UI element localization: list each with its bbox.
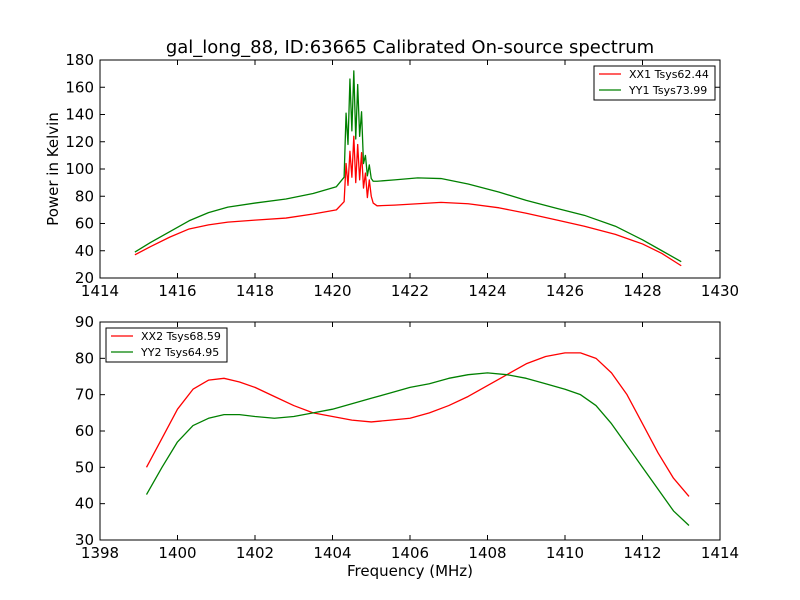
top-x-tick-label: 1414	[81, 282, 119, 300]
top-legend-label-yy1: YY1 Tsys73.99	[628, 84, 707, 97]
top-y-tick-label: 180	[65, 51, 94, 69]
bottom-x-tick-label: 1410	[546, 544, 584, 562]
bottom-series-line-xx2	[145, 352, 690, 497]
top-legend-label-xx1: XX1 Tsys62.44	[629, 68, 709, 81]
top-x-tick-label: 1418	[236, 282, 274, 300]
figure-title: gal_long_88, ID:63665 Calibrated On-sour…	[166, 37, 654, 58]
top-y-tick-label: 160	[65, 78, 94, 96]
top-y-tick-label: 100	[65, 160, 94, 178]
bottom-x-tick-label: 1400	[158, 544, 196, 562]
top-chart-ticks: 1414 1416 1418 1420 1422 1424 1426 1428 1430 20 40…	[65, 51, 739, 300]
top-series-line-yy1	[134, 70, 682, 263]
bottom-legend-label-xx2: XX2 Tsys68.59	[141, 330, 221, 343]
top-x-tick-label: 1422	[391, 282, 429, 300]
bottom-x-tick-label: 1408	[468, 544, 506, 562]
bottom-x-tick-label: 1402	[236, 544, 274, 562]
bottom-chart-x-axis-label: Frequency (MHz)	[347, 562, 473, 580]
bottom-legend-label-yy2: YY2 Tsys64.95	[140, 346, 219, 359]
top-chart-panel: 1414 1416 1418 1420 1422 1424 1426 1428 1430 20 40…	[44, 51, 739, 300]
bottom-y-tick-label: 80	[75, 349, 94, 367]
bottom-y-tick-label: 50	[75, 458, 94, 476]
bottom-y-tick-label: 60	[75, 422, 94, 440]
top-chart-y-axis-label: Power in Kelvin	[44, 112, 62, 226]
bottom-chart-panel: 1398 1400 1402 1404 1406 1408 1410 1412 1414 30 40…	[75, 313, 739, 580]
top-x-tick-label: 1420	[313, 282, 351, 300]
bottom-chart-ticks: 1398 1400 1402 1404 1406 1408 1410 1412 1414 30 40…	[75, 313, 739, 562]
top-y-tick-label: 140	[65, 106, 94, 124]
top-y-tick-label: 20	[75, 269, 94, 287]
top-x-tick-label: 1416	[158, 282, 196, 300]
top-series-line-xx1	[134, 135, 682, 267]
top-chart-series-group	[134, 70, 682, 267]
top-x-tick-label: 1424	[468, 282, 506, 300]
bottom-x-tick-label: 1404	[313, 544, 351, 562]
top-y-tick-label: 120	[65, 133, 94, 151]
top-legend-box	[593, 65, 716, 101]
bottom-x-tick-label: 1412	[623, 544, 661, 562]
top-y-tick-label: 80	[75, 187, 94, 205]
top-y-tick-label: 60	[75, 215, 94, 233]
top-chart-legend: XX1 Tsys62.44 YY1 Tsys73.99	[593, 65, 716, 101]
bottom-y-tick-label: 70	[75, 386, 94, 404]
top-x-tick-label: 1428	[623, 282, 661, 300]
bottom-y-tick-label: 30	[75, 531, 94, 549]
top-x-tick-label: 1426	[546, 282, 584, 300]
bottom-legend-box	[105, 327, 228, 363]
bottom-y-tick-label: 40	[75, 495, 94, 513]
top-y-tick-label: 40	[75, 242, 94, 260]
bottom-x-tick-label: 1398	[81, 544, 119, 562]
bottom-series-line-yy2	[145, 372, 690, 526]
bottom-chart-legend: XX2 Tsys68.59 YY2 Tsys64.95	[105, 327, 228, 363]
top-x-tick-label: 1430	[701, 282, 739, 300]
bottom-x-tick-label: 1414	[701, 544, 739, 562]
bottom-y-tick-label: 90	[75, 313, 94, 331]
bottom-chart-series-group	[145, 352, 690, 526]
bottom-x-tick-label: 1406	[391, 544, 429, 562]
